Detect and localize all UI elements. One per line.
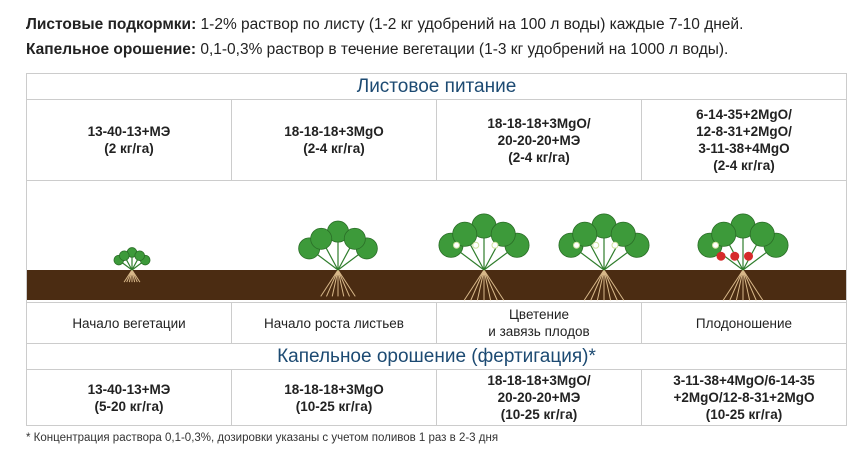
drip-cell: 18-18-18+3MgO/ 20-20-20+МЭ (10-25 кг/га) <box>437 370 642 425</box>
foliar-cell: 13-40-13+МЭ (2 кг/га) <box>27 100 232 180</box>
plants-svg <box>27 213 846 301</box>
foliar-header: Листовое питание <box>27 74 846 100</box>
strawberry-plant-icon <box>298 220 378 297</box>
stage-label: Начало роста листьев <box>232 303 437 343</box>
soil-band <box>27 270 846 300</box>
strawberry-plant-icon <box>697 213 789 301</box>
foliar-cell: 18-18-18+3MgO/ 20-20-20+МЭ (2-4 кг/га) <box>437 100 642 180</box>
foliar-label: Листовые подкормки: <box>26 16 197 33</box>
drip-label: Капельное орошение: <box>26 41 197 58</box>
foliar-cell: 6-14-35+2MgO/ 12-8-31+2MgO/ 3-11-38+4MgO… <box>696 107 792 173</box>
drip-cell: 13-40-13+МЭ (5-20 кг/га) <box>27 370 232 425</box>
foliar-row: 13-40-13+МЭ (2 кг/га) 18-18-18+3MgO (2-4… <box>27 100 846 181</box>
growth-illustration <box>27 181 846 303</box>
drip-row: 13-40-13+МЭ (5-20 кг/га) 18-18-18+3MgO (… <box>27 370 846 425</box>
intro-drip: Капельное орошение: 0,1-0,3% раствор в т… <box>26 40 728 60</box>
drip-text: 0,1-0,3% раствор в течение вегетации (1-… <box>196 41 729 58</box>
intro-foliar: Листовые подкормки: 1-2% раствор по лист… <box>26 15 743 35</box>
drip-header: Капельное орошение (фертигация)* <box>27 344 846 370</box>
foliar-cell: 18-18-18+3MgO (2-4 кг/га) <box>232 100 437 180</box>
footnote: * Концентрация раствора 0,1-0,3%, дозиро… <box>26 432 499 444</box>
strawberry-plant-icon <box>113 247 151 283</box>
stage-label: Плодоношение <box>695 315 793 331</box>
stage-row: Начало вегетации Начало роста листьев Цв… <box>27 303 846 344</box>
stage-label: Начало вегетации <box>27 303 232 343</box>
stage-label: Цветение и завязь плодов <box>437 303 642 343</box>
schedule-table: Листовое питание 13-40-13+МЭ (2 кг/га) 1… <box>26 73 847 426</box>
drip-cell: 18-18-18+3MgO (10-25 кг/га) <box>232 370 437 425</box>
strawberry-plant-icon <box>558 213 650 301</box>
strawberry-plant-icon <box>438 213 530 301</box>
drip-cell: 3-11-38+4MgO/6-14-35 +2MgO/12-8-31+2MgO … <box>673 373 815 422</box>
foliar-text: 1-2% раствор по листу (1-2 кг удобрений … <box>196 16 744 33</box>
